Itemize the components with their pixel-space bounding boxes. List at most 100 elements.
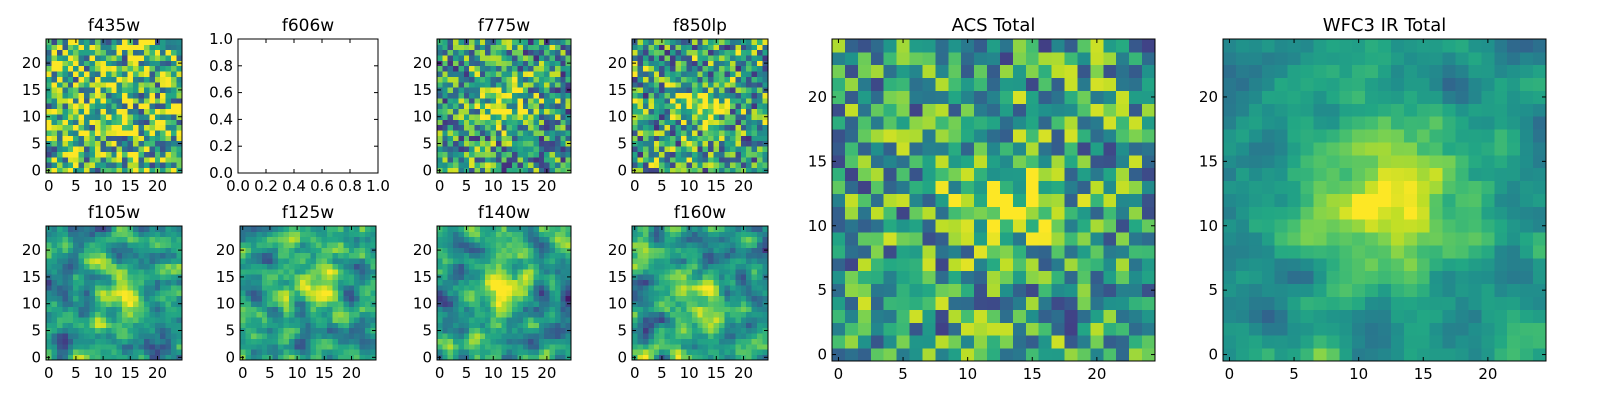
- heatmap-cell: [724, 119, 731, 126]
- heatmap-cell: [762, 103, 769, 110]
- heatmap-cell: [442, 97, 449, 104]
- heatmap-cell: [316, 252, 322, 259]
- heatmap-cell: [89, 49, 96, 56]
- x-tick-label: 15: [511, 364, 530, 382]
- heatmap-cell: [149, 167, 156, 174]
- heatmap-cell: [127, 103, 134, 110]
- heatmap-cell: [127, 333, 134, 339]
- heatmap-cell: [67, 44, 74, 51]
- heatmap-cell: [463, 87, 470, 93]
- heatmap-cell: [51, 349, 58, 356]
- heatmap-cell: [729, 103, 736, 110]
- heatmap-cell: [116, 108, 123, 115]
- heatmap-cell: [724, 268, 731, 275]
- heatmap-cell: [442, 242, 449, 248]
- heatmap-cell: [565, 162, 572, 169]
- heatmap-cell: [46, 231, 52, 238]
- heatmap-cell: [729, 247, 736, 254]
- heatmap-cell: [442, 114, 449, 120]
- heatmap-cell: [310, 263, 317, 270]
- heatmap-cell: [154, 327, 161, 334]
- heatmap-cell: [348, 311, 355, 318]
- heatmap-cell: [544, 258, 550, 264]
- heatmap-cell: [708, 167, 714, 174]
- heatmap-cell: [458, 279, 465, 286]
- heatmap-cell: [447, 327, 454, 334]
- heatmap-cell: [469, 252, 475, 259]
- heatmap-cell: [719, 87, 725, 93]
- heatmap-cell: [73, 135, 80, 142]
- heatmap-cell: [642, 231, 649, 238]
- heatmap-cell: [560, 49, 567, 56]
- heatmap-cell: [1025, 270, 1040, 285]
- heatmap-cell: [62, 349, 69, 356]
- heatmap-cell: [84, 258, 90, 264]
- heatmap-cell: [485, 135, 491, 142]
- heatmap-cell: [463, 146, 470, 152]
- heatmap-cell: [332, 258, 339, 264]
- heatmap-cell: [474, 114, 481, 120]
- heatmap-cell: [56, 295, 63, 302]
- heatmap-cell: [100, 231, 107, 238]
- heatmap-cell: [702, 258, 709, 264]
- heatmap-cell: [922, 219, 936, 233]
- heatmap-cell: [111, 301, 118, 307]
- heatmap-cell: [565, 279, 572, 286]
- heatmap-cell: [149, 92, 156, 99]
- heatmap-cell: [870, 180, 885, 194]
- heatmap-cell: [697, 162, 704, 169]
- heatmap-cell: [245, 317, 252, 323]
- heatmap-cell: [111, 236, 118, 243]
- heatmap-cell: [288, 263, 295, 270]
- heatmap-cell: [735, 317, 742, 323]
- heatmap-cell: [365, 284, 371, 291]
- heatmap-cell: [702, 140, 709, 147]
- heatmap-cell: [154, 119, 161, 126]
- heatmap-cell: [94, 108, 101, 115]
- heatmap-cell: [463, 333, 470, 339]
- heatmap-cell: [751, 263, 758, 270]
- heatmap-cell: [62, 295, 69, 302]
- heatmap-cell: [653, 39, 660, 45]
- heatmap-cell: [702, 274, 709, 280]
- heatmap-cell: [642, 338, 649, 345]
- heatmap-cell: [485, 103, 491, 110]
- heatmap-cell: [691, 301, 698, 307]
- heatmap-cell: [719, 333, 725, 339]
- heatmap-cell: [165, 317, 172, 323]
- heatmap-cell: [762, 71, 769, 77]
- heatmap-cell: [719, 124, 725, 131]
- heatmap-cell: [122, 65, 128, 72]
- heatmap-cell: [713, 151, 720, 158]
- heatmap-cell: [495, 39, 502, 45]
- heatmap-cell: [697, 263, 704, 270]
- heatmap-cell: [165, 162, 172, 169]
- heatmap-cell: [1012, 245, 1027, 259]
- heatmap-cell: [359, 290, 366, 297]
- heatmap-cell: [691, 252, 698, 259]
- heatmap-cell: [154, 103, 161, 110]
- heatmap-cell: [84, 247, 90, 254]
- heatmap-cell: [154, 97, 161, 104]
- heatmap-cell: [680, 327, 687, 334]
- heatmap-cell: [501, 274, 508, 280]
- heatmap-cell: [691, 226, 698, 232]
- heatmap-cell: [675, 92, 682, 99]
- heatmap-cell: [675, 258, 682, 264]
- heatmap-cell: [354, 284, 361, 291]
- heatmap-cell: [533, 71, 540, 77]
- heatmap-cell: [261, 284, 268, 291]
- heatmap-cell: [261, 242, 268, 248]
- heatmap-cell: [632, 44, 638, 51]
- heatmap-cell: [272, 231, 279, 238]
- heatmap-cell: [469, 156, 475, 163]
- heatmap-cell: [143, 124, 150, 131]
- heatmap-cell: [729, 354, 736, 361]
- heatmap-cell: [442, 103, 449, 110]
- heatmap-cell: [664, 114, 671, 120]
- y-tick-label: 5: [31, 135, 41, 153]
- heatmap-cell: [675, 108, 682, 115]
- heatmap-cell: [512, 55, 518, 61]
- heatmap-cell: [479, 231, 486, 238]
- heatmap-cell: [691, 338, 698, 345]
